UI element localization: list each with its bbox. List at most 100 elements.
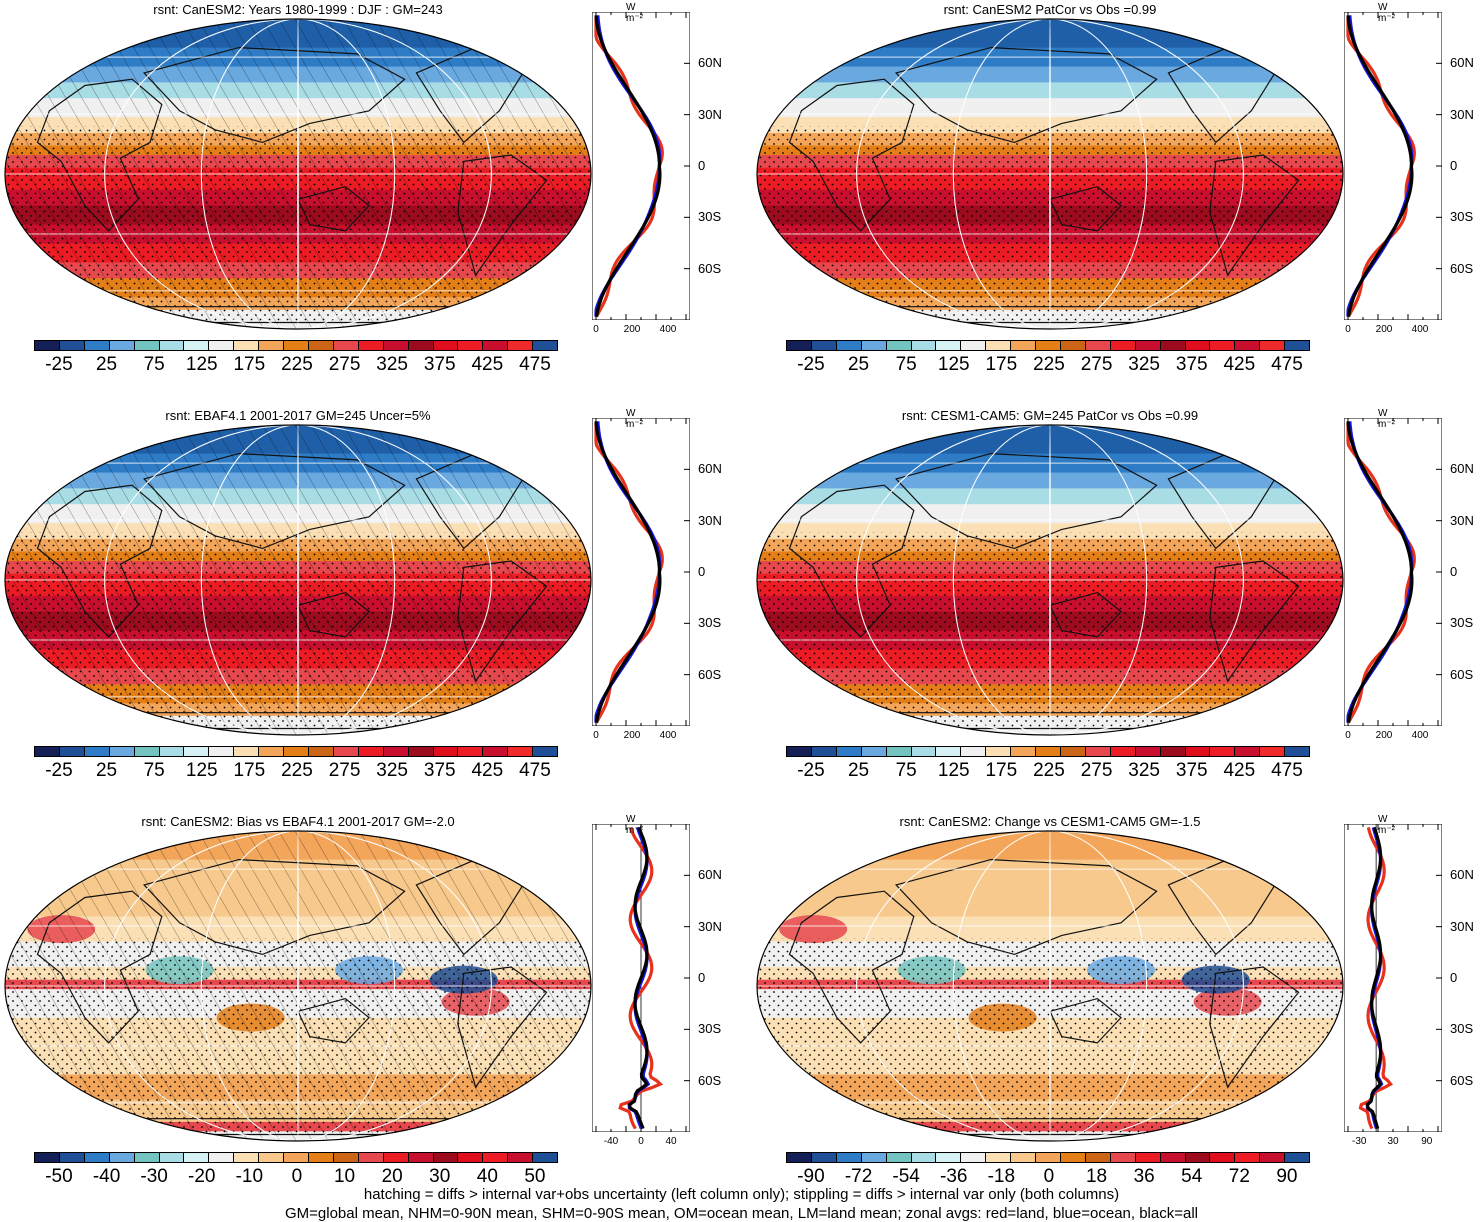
colorbar-swatch <box>35 1153 60 1162</box>
longitude-line <box>200 831 396 1141</box>
panel-title: rsnt: CanESM2: Change vs CESM1-CAM5 GM=-… <box>899 814 1201 829</box>
latitude-label: 30S <box>1450 209 1474 225</box>
colorbar-swatch <box>811 1153 837 1162</box>
colorbar-swatch <box>234 341 260 350</box>
map-border <box>4 424 592 736</box>
colorbar-label: 325 <box>1128 354 1160 375</box>
profile-xtick-label: 200 <box>1375 730 1393 741</box>
colorbar-label: 30 <box>429 1166 451 1187</box>
profile-xtick-label: 0 <box>638 1136 644 1147</box>
latitude-label: 30N <box>698 106 722 122</box>
longitude-line <box>297 831 299 1141</box>
colorbar-labels: -25 25 75 125 175 225 275 325 375 425 475 <box>786 760 1310 782</box>
coastline <box>36 484 163 638</box>
map-border <box>4 830 592 1142</box>
profile-frame <box>592 418 690 726</box>
latitude-label: 30N <box>698 512 722 528</box>
longitude-line <box>200 19 396 329</box>
zonal-profile <box>1344 12 1442 320</box>
latitude-label: 0 <box>1450 158 1458 173</box>
colorbar-label: 25 <box>847 760 870 781</box>
latitude-label: 0 <box>698 158 706 173</box>
colorbar-label: 0 <box>1043 1166 1055 1187</box>
coastline <box>1049 185 1122 232</box>
colorbar-swatch <box>358 747 384 756</box>
latitude-label: 30S <box>698 209 722 225</box>
colorbar-label: -25 <box>45 354 73 375</box>
colorbar-label: 175 <box>233 760 266 781</box>
profile-xtick-label: 0 <box>1345 730 1351 741</box>
map-robinson <box>4 424 592 736</box>
zonal-avg-all <box>1346 15 1414 317</box>
colorbar-labels: -25 25 75 125 175 225 275 325 375 425 475 <box>34 760 558 782</box>
colorbar-label: 375 <box>1175 354 1208 375</box>
colorbar-swatch <box>886 747 912 756</box>
profile-frame <box>1344 418 1442 726</box>
panel-title: rsnt: CanESM2: Bias vs EBAF4.1 2001-2017… <box>141 814 455 829</box>
colorbar-swatch <box>508 747 534 756</box>
colorbar-swatch <box>59 1153 85 1162</box>
coastline <box>1209 966 1300 1089</box>
colorbar-swatch <box>483 341 509 350</box>
zonal-avg-land <box>1358 827 1394 1130</box>
colorbar-swatch <box>911 1153 937 1162</box>
colorbar-swatch <box>383 747 409 756</box>
colorbar-label: 275 <box>1080 760 1113 781</box>
colorbar-swatch <box>886 341 912 350</box>
latitude-label: 0 <box>698 970 706 985</box>
colorbar-swatch <box>308 341 334 350</box>
colorbar-swatch <box>1085 1153 1111 1162</box>
colorbar-swatch <box>284 1153 309 1162</box>
colorbar-swatch <box>508 1153 534 1162</box>
colorbar-swatch <box>134 341 160 350</box>
colorbar-label: 25 <box>95 760 118 781</box>
colorbar-label: 175 <box>985 760 1018 781</box>
zonal-profile <box>1344 824 1442 1132</box>
latitude-label: 30S <box>1450 1021 1474 1037</box>
colorbar-label: 75 <box>895 354 917 375</box>
colorbar-swatch <box>209 747 235 756</box>
profile-xtick-label: 90 <box>1421 1136 1433 1147</box>
latitude-label: 60N <box>1450 461 1474 477</box>
colorbar-swatch <box>911 341 937 350</box>
colorbar-label: 225 <box>1033 354 1065 375</box>
colorbar-swatch <box>259 747 285 756</box>
map-border <box>4 18 592 330</box>
zonal-profile <box>592 12 690 320</box>
colorbar-label: 275 <box>328 760 361 781</box>
colorbar-label: 54 <box>1181 1166 1203 1187</box>
longitude-line <box>856 831 1244 1141</box>
zonal-avg-all <box>1346 421 1414 723</box>
colorbar-label: 10 <box>333 1166 356 1187</box>
panel-title: rsnt: CanESM2: Years 1980-1999 : DJF : G… <box>153 2 443 17</box>
colorbar-swatch <box>184 341 210 350</box>
profile-xtick-label: -30 <box>1352 1136 1367 1147</box>
colorbar-swatch <box>333 747 359 756</box>
colorbar-swatch <box>1210 747 1236 756</box>
latitude-label: 60S <box>1450 1072 1474 1088</box>
colorbar-swatch <box>383 341 409 350</box>
colorbar-swatch <box>184 747 210 756</box>
colorbar-swatch <box>936 1153 962 1162</box>
profile-unit: W m⁻² <box>1378 2 1395 24</box>
colorbar-label: 125 <box>185 354 218 375</box>
colorbar-label: 475 <box>519 354 551 375</box>
colorbar-label: 75 <box>143 354 165 375</box>
zonal-avg-land <box>618 826 664 1130</box>
colorbar-label: 425 <box>471 760 504 781</box>
colorbar-swatch <box>284 747 309 756</box>
longitude-line <box>856 19 1244 329</box>
colorbar-swatch <box>134 747 160 756</box>
latitude-label: 60N <box>698 461 722 477</box>
colorbar-label: 225 <box>1033 760 1065 781</box>
latitude-label: 30N <box>1450 918 1474 934</box>
colorbar-swatch <box>986 341 1012 350</box>
coastline <box>297 997 370 1044</box>
colorbar-swatch <box>1285 1153 1310 1162</box>
profile-xtick-label: 400 <box>659 730 677 741</box>
longitude-line <box>104 425 492 735</box>
coastline <box>1049 997 1122 1044</box>
profile-xtick-label: 30 <box>1387 1136 1399 1147</box>
colorbar-swatch <box>1011 747 1037 756</box>
colorbar-swatch <box>109 747 135 756</box>
